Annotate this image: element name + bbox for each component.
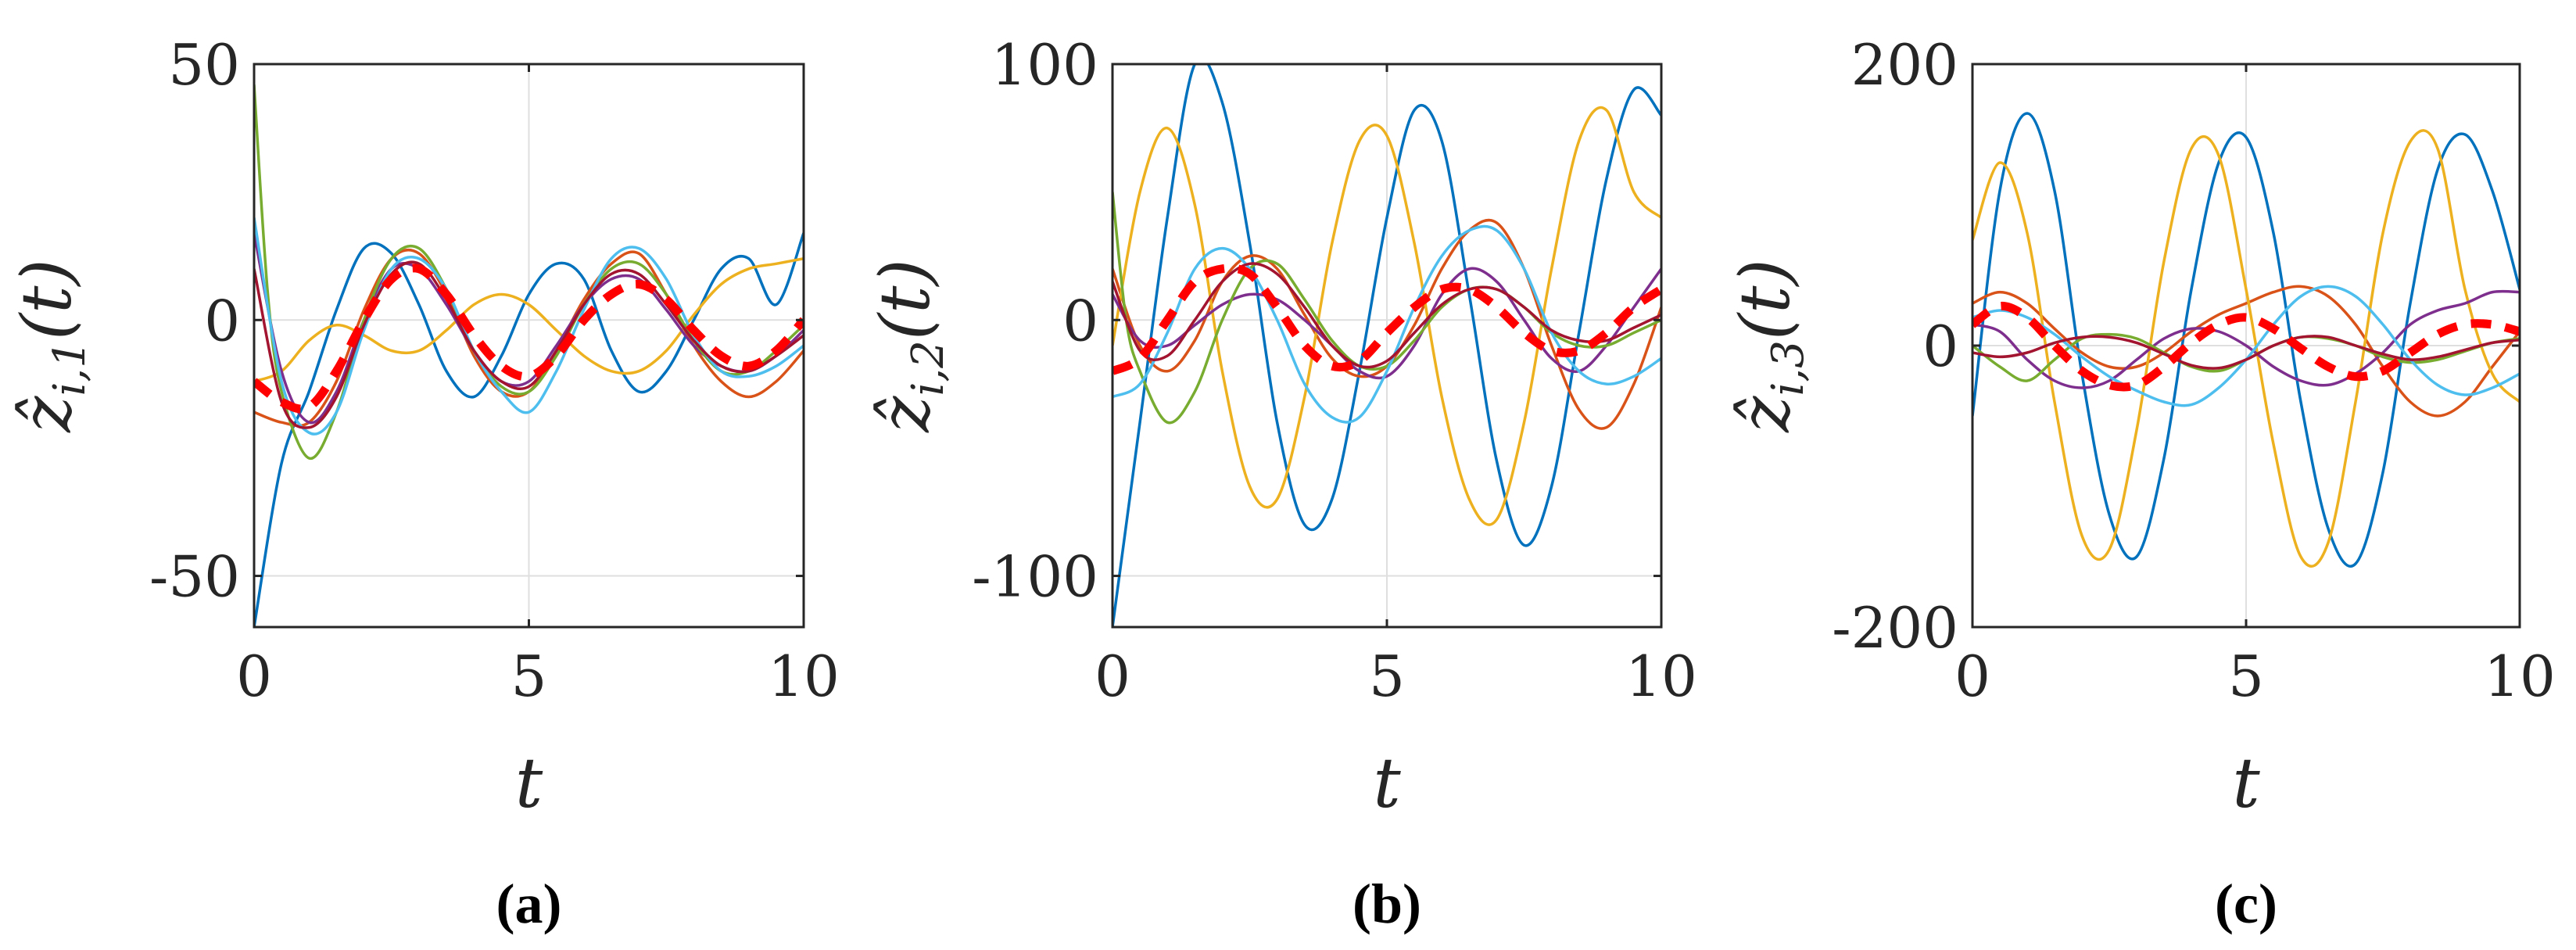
x-axis-label: t bbox=[1373, 743, 1401, 823]
series-line-agent-3 bbox=[1112, 106, 1661, 526]
y-axis-label: ẑi,3(t) bbox=[1725, 259, 1814, 433]
series-line-agent-1 bbox=[1972, 112, 2520, 568]
y-tick-label: -50 bbox=[149, 544, 240, 610]
y-axis-label-tail: (t) bbox=[1725, 259, 1805, 340]
series-line-agent-4 bbox=[1972, 289, 2520, 389]
x-tick-label: 10 bbox=[768, 643, 840, 709]
y-axis-label: ẑi,1(t) bbox=[6, 259, 95, 433]
y-axis-label-subscript: i,1 bbox=[45, 340, 95, 396]
series-line-agent-3 bbox=[254, 256, 804, 383]
y-tick-label: 200 bbox=[1851, 32, 1958, 98]
y-axis-label-subscript: i,2 bbox=[903, 340, 954, 396]
series-line-agent-3 bbox=[1972, 129, 2520, 568]
x-tick-label: 0 bbox=[1954, 643, 1990, 709]
series-line-agent-4 bbox=[1112, 267, 1661, 380]
y-axis-label-tail: (t) bbox=[865, 259, 945, 340]
series-line-agent-7 bbox=[1972, 335, 2520, 370]
panel-a: 0 5 10 50 0 -50 t ẑi,1(t) (a) bbox=[6, 32, 840, 935]
panel-b: 0 5 10 100 0 -100 t ẑi,2(t) (b) bbox=[865, 32, 1697, 935]
y-tick-label: -100 bbox=[972, 544, 1098, 610]
series-group bbox=[1112, 64, 1661, 627]
series-line-leader bbox=[1112, 263, 1661, 375]
y-tick-label: -200 bbox=[1832, 595, 1958, 661]
x-tick-label: 0 bbox=[236, 643, 272, 709]
x-tick-label: 10 bbox=[1625, 643, 1697, 709]
series-line-agent-7 bbox=[1112, 262, 1661, 369]
y-axis-label-main: ẑ bbox=[6, 396, 87, 433]
panel-caption: (b) bbox=[1352, 873, 1421, 935]
series-group bbox=[254, 84, 804, 627]
x-tick-label: 5 bbox=[2228, 643, 2264, 709]
y-axis-label-main: ẑ bbox=[1725, 396, 1805, 433]
panel-caption: (c) bbox=[2215, 873, 2277, 935]
y-axis-label-tail: (t) bbox=[6, 259, 87, 340]
x-tick-label: 0 bbox=[1095, 643, 1130, 709]
series-group bbox=[1972, 112, 2520, 568]
series-line-leader bbox=[1972, 301, 2520, 392]
y-tick-label: 0 bbox=[204, 288, 240, 353]
series-line-agent-7 bbox=[254, 260, 804, 429]
x-tick-label: 5 bbox=[511, 643, 547, 709]
series-line-agent-2 bbox=[1972, 285, 2520, 418]
x-tick-label: 5 bbox=[1369, 643, 1405, 709]
panel-caption: (a) bbox=[496, 873, 562, 935]
y-tick-label: 100 bbox=[991, 32, 1098, 98]
x-axis-label: t bbox=[515, 743, 543, 823]
x-tick-label: 10 bbox=[2484, 643, 2556, 709]
y-tick-label: 50 bbox=[168, 32, 240, 98]
y-axis-label-main: ẑ bbox=[865, 396, 945, 433]
series-line-agent-1 bbox=[254, 232, 804, 627]
y-tick-label: 0 bbox=[1062, 288, 1098, 353]
y-axis-label-subscript: i,3 bbox=[1763, 340, 1814, 396]
y-tick-label: 0 bbox=[1922, 314, 1958, 379]
series-line-agent-1 bbox=[1112, 64, 1661, 627]
y-axis-label: ẑi,2(t) bbox=[865, 259, 954, 433]
x-axis-label: t bbox=[2232, 743, 2260, 823]
